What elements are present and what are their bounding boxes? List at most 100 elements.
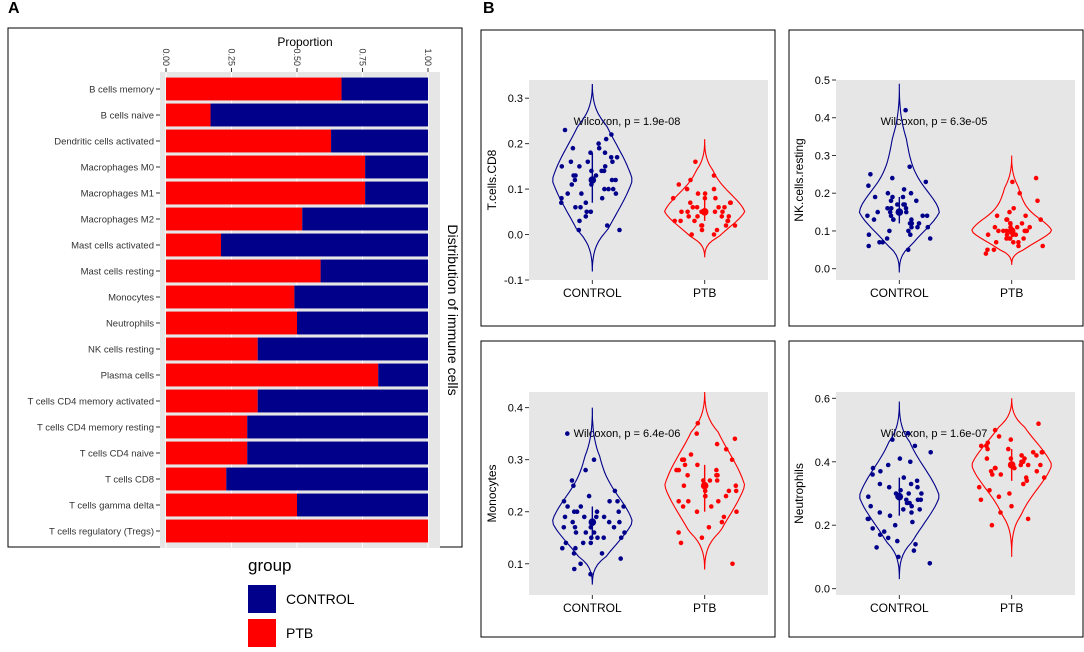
bar-control bbox=[320, 259, 428, 283]
data-point-ptb bbox=[1004, 217, 1009, 222]
median-point-control bbox=[588, 518, 597, 526]
median-point-control bbox=[588, 176, 597, 184]
data-point-ptb bbox=[714, 467, 719, 473]
data-point-control bbox=[570, 145, 576, 151]
data-point-control bbox=[897, 456, 903, 461]
data-point-control bbox=[578, 561, 583, 567]
data-point-control bbox=[892, 522, 898, 528]
data-point-ptb bbox=[672, 218, 677, 224]
data-point-control bbox=[909, 224, 914, 230]
data-point-ptb bbox=[1027, 224, 1032, 230]
data-point-control bbox=[889, 206, 894, 211]
data-point-control bbox=[593, 173, 599, 178]
wilcoxon-annotation: Wilcoxon, p = 1.9e-08 bbox=[574, 116, 681, 128]
data-point-ptb bbox=[680, 504, 686, 509]
panel-a-category-label: Macrophages M2 bbox=[81, 215, 154, 226]
y-tick-label: 0.2 bbox=[815, 520, 830, 532]
bar-control bbox=[257, 337, 428, 361]
data-point-ptb bbox=[998, 510, 1003, 515]
violin-plot-background bbox=[836, 392, 1075, 595]
data-point-ptb bbox=[976, 484, 982, 490]
data-point-ptb bbox=[732, 223, 738, 228]
data-point-control bbox=[866, 494, 871, 500]
panel-a-x-tick-label: 0.50 bbox=[292, 48, 302, 66]
data-point-control bbox=[901, 187, 907, 192]
data-point-control bbox=[868, 503, 873, 509]
data-point-control bbox=[906, 228, 911, 234]
data-point-control bbox=[915, 484, 920, 490]
data-point-ptb bbox=[692, 218, 697, 224]
violin-shape-control bbox=[552, 83, 633, 272]
data-point-ptb bbox=[725, 218, 730, 224]
data-point-control bbox=[571, 173, 576, 178]
y-tick-label: 0.4 bbox=[508, 403, 523, 415]
data-point-ptb bbox=[989, 522, 995, 528]
panel-a-category-label: Macrophages M1 bbox=[81, 189, 154, 200]
panel-a-category-label: Monocytes bbox=[108, 293, 154, 304]
data-point-control bbox=[914, 198, 919, 204]
data-point-control bbox=[595, 535, 600, 540]
y-axis-title: Monocytes bbox=[485, 464, 499, 522]
data-point-ptb bbox=[714, 441, 720, 447]
bar-ptb bbox=[166, 389, 258, 413]
data-point-control bbox=[923, 179, 929, 185]
data-point-ptb bbox=[1009, 503, 1014, 509]
data-point-control bbox=[909, 217, 914, 222]
data-point-control bbox=[612, 488, 618, 494]
data-point-ptb bbox=[1011, 206, 1016, 211]
data-point-ptb bbox=[991, 247, 997, 253]
y-tick-label: -0.1 bbox=[504, 275, 523, 287]
data-point-ptb bbox=[996, 494, 1002, 500]
bar-ptb bbox=[166, 233, 222, 257]
panel-a-label: A bbox=[8, 0, 20, 17]
data-point-ptb bbox=[1017, 190, 1022, 196]
data-point-ptb bbox=[676, 467, 682, 473]
bar-ptb bbox=[166, 103, 211, 127]
violin-panel-b3: 0.1 0.2 0.3 0.4 Monocytes Wilcoxon, p = 6.4e-… bbox=[480, 340, 776, 638]
data-point-ptb bbox=[719, 214, 725, 219]
data-point-control bbox=[617, 519, 622, 525]
data-point-control bbox=[563, 540, 569, 546]
data-point-ptb bbox=[695, 420, 701, 426]
data-point-control bbox=[580, 540, 586, 546]
data-point-control bbox=[613, 177, 618, 183]
violin-shape-control bbox=[552, 407, 633, 585]
bar-ptb bbox=[166, 311, 297, 335]
data-point-control bbox=[927, 236, 933, 241]
data-point-ptb bbox=[684, 186, 690, 192]
data-point-control bbox=[865, 213, 870, 219]
data-point-control bbox=[903, 107, 908, 113]
data-point-control bbox=[608, 155, 614, 160]
data-point-control bbox=[609, 177, 615, 183]
data-point-control bbox=[896, 554, 901, 560]
data-point-control bbox=[905, 430, 911, 436]
wilcoxon-annotation: Wilcoxon, p = 1.6e-07 bbox=[881, 428, 988, 440]
legend-item-control: CONTROL bbox=[248, 584, 354, 614]
data-point-control bbox=[573, 205, 578, 210]
data-point-control bbox=[918, 497, 924, 503]
data-point-control bbox=[561, 525, 567, 530]
median-point-ptb bbox=[700, 208, 709, 216]
data-point-control bbox=[884, 236, 890, 241]
data-point-ptb bbox=[1007, 236, 1012, 241]
data-point-control bbox=[887, 228, 892, 234]
data-point-control bbox=[588, 540, 594, 546]
data-point-control bbox=[583, 530, 589, 535]
data-point-ptb bbox=[720, 209, 725, 215]
data-point-control bbox=[565, 191, 570, 196]
data-point-ptb bbox=[1019, 453, 1024, 458]
panel-a-stacked-bar-chart: 0.00 0.25 0.50 0.75 1.00 Proportion Distributi… bbox=[7, 27, 463, 548]
data-point-control bbox=[583, 200, 589, 205]
data-point-control bbox=[583, 467, 588, 473]
data-point-control bbox=[904, 500, 910, 506]
figure-canvas: 0.00 0.25 0.50 0.75 1.00 Proportion Distributi… bbox=[7, 27, 1084, 638]
data-point-ptb bbox=[1041, 475, 1047, 480]
y-tick-label: 0.1 bbox=[815, 226, 830, 238]
bar-control bbox=[247, 415, 428, 439]
data-point-ptb bbox=[694, 509, 700, 514]
data-point-control bbox=[603, 136, 609, 142]
data-point-control bbox=[584, 209, 589, 215]
data-point-control bbox=[602, 164, 608, 169]
data-point-ptb bbox=[733, 488, 739, 494]
data-point-ptb bbox=[699, 223, 705, 228]
